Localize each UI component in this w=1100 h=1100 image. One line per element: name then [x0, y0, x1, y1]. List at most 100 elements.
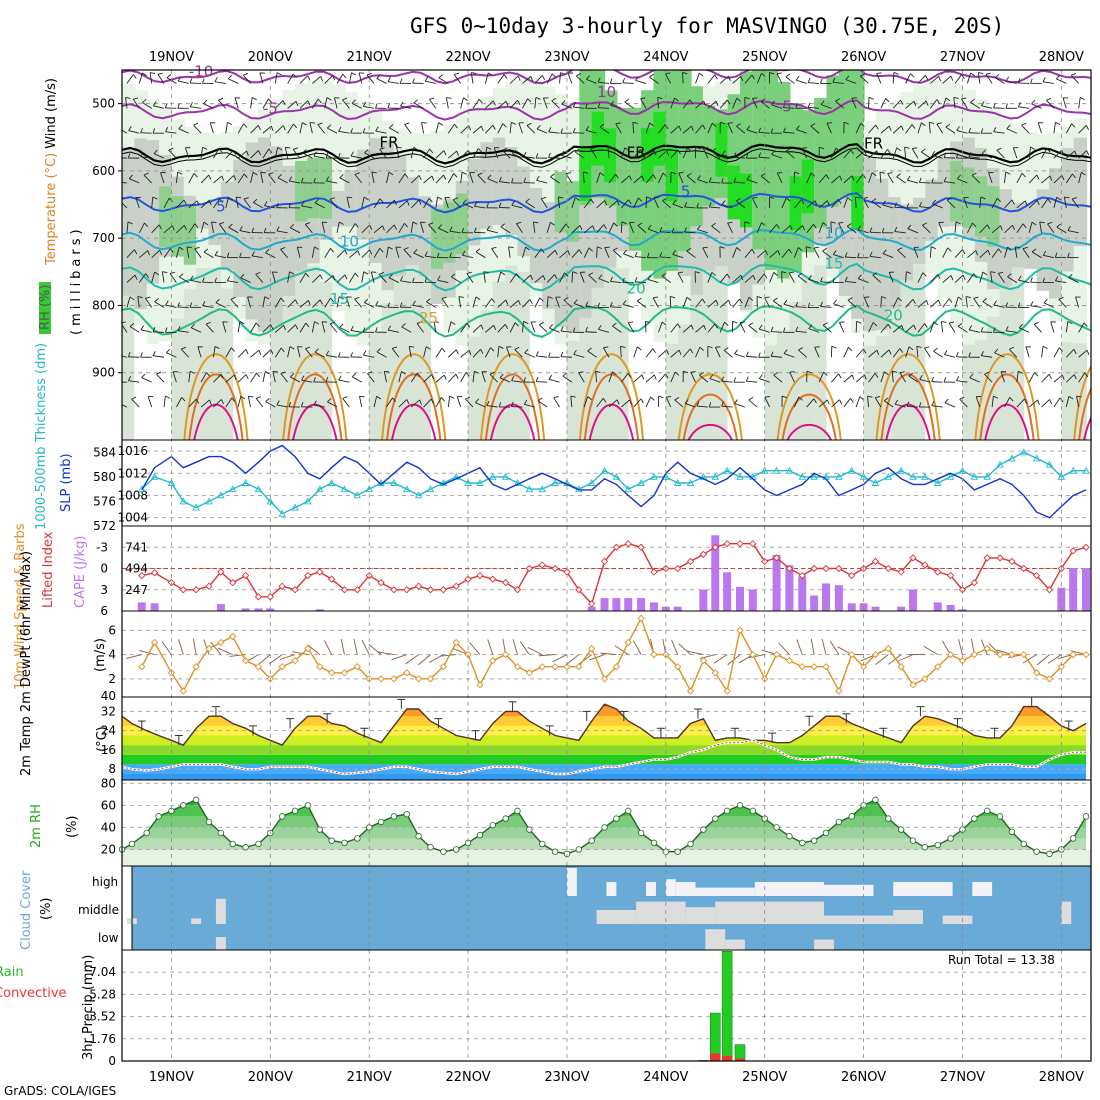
contour-label: 10	[824, 224, 843, 242]
wind-barb	[633, 175, 643, 184]
wind-barb	[177, 80, 189, 84]
wind-barb	[213, 175, 223, 184]
wind-barb-flag	[332, 75, 336, 81]
wind-barb-flag	[998, 248, 1002, 254]
wind-barb-flag	[857, 274, 862, 279]
thickness-point	[513, 479, 522, 486]
wind-barb-flag	[736, 97, 741, 102]
wind-barb-flag	[936, 122, 942, 125]
wind-barb-flag	[677, 271, 683, 274]
thickness-point	[340, 485, 349, 493]
wind-barb-flag	[214, 277, 217, 283]
rh2m-point	[601, 824, 608, 831]
cape-tick: 741	[125, 540, 148, 554]
wind-barb-10m	[1036, 654, 1050, 666]
wind-barb	[237, 173, 245, 184]
wind-barb-flag	[910, 73, 915, 78]
wind-barb	[891, 371, 894, 383]
wind-barb	[578, 372, 585, 383]
wind-barb	[721, 405, 733, 408]
wind-barb-flag	[856, 320, 862, 324]
wind-barb-flag	[337, 153, 341, 159]
surface-temperature-contour	[885, 403, 931, 440]
wind-barb	[911, 148, 919, 159]
rh-cell	[270, 325, 284, 440]
wind-barb	[299, 322, 307, 333]
wind-barb-flag	[162, 271, 168, 274]
wind-speed-point	[785, 657, 794, 665]
wind-barb	[522, 98, 528, 109]
wind-barb-flag	[947, 247, 952, 252]
wind-barb	[523, 182, 535, 184]
wind-barb-flag	[144, 222, 149, 228]
wind-barb-flag	[127, 221, 133, 225]
wind-barb-flag	[986, 224, 991, 230]
wind-barb	[788, 272, 795, 283]
wind-barb	[991, 248, 999, 258]
wind-barb	[346, 197, 350, 209]
wind-barb-flag	[709, 374, 714, 379]
wind-barb	[225, 374, 235, 383]
lifted-index-point	[934, 568, 942, 576]
wind-barb-flag	[666, 349, 669, 355]
wind-barb	[460, 97, 464, 109]
wind-barb-flag	[413, 147, 419, 151]
wind-barb	[608, 371, 613, 383]
wind-barb-flag	[830, 221, 836, 224]
wind-barb	[250, 125, 259, 134]
wind-barb	[1008, 348, 1018, 358]
wind-barb	[1016, 398, 1025, 408]
precip-convective-bar	[734, 1058, 745, 1061]
wind-barb	[732, 274, 742, 283]
wind-barb-flag	[807, 102, 811, 108]
wind-barb	[957, 178, 968, 184]
precip-tick: 5.28	[89, 987, 116, 1001]
wind-barb-flag	[536, 124, 541, 130]
wind-barb	[336, 73, 344, 84]
cloud-cell	[824, 884, 874, 896]
wind-barb-10m	[353, 638, 358, 655]
wind-barb-flag	[789, 225, 793, 231]
wind-barb-flag	[868, 96, 874, 100]
rh-cell	[406, 265, 420, 440]
rh2m-point	[539, 840, 546, 848]
wind-barb	[928, 122, 931, 134]
wind-barb-flag	[280, 297, 285, 303]
thickness-point	[650, 472, 658, 480]
rh2m-point	[192, 796, 200, 804]
cloud-panel	[126, 866, 1091, 950]
wind-barb	[991, 197, 998, 209]
wind-barb-flag	[258, 350, 262, 356]
wind-barb-flag	[307, 300, 311, 306]
wind-barb-flag	[795, 75, 800, 81]
rh-cell	[937, 157, 952, 227]
wind-barb	[929, 321, 935, 333]
rh2m-point	[1033, 848, 1040, 855]
wind-barb	[733, 156, 745, 159]
wind-barb	[658, 349, 667, 358]
wind-barb-10m	[1022, 654, 1037, 664]
wind-barb-flag	[428, 222, 434, 226]
wind-barb-flag	[782, 327, 786, 333]
wind-barb	[1043, 254, 1055, 259]
wind-barb-flag	[736, 197, 741, 202]
wind-barb-flag	[649, 122, 654, 127]
surface-temperature-contour	[183, 353, 249, 440]
wind-barb-flag	[572, 102, 576, 108]
lifted-index-point	[1069, 547, 1077, 555]
wind-barb	[707, 100, 717, 109]
wind-barb-flag	[609, 276, 613, 282]
wind-barb	[922, 224, 931, 234]
rh-cell	[554, 344, 569, 440]
rh-cell	[987, 186, 1001, 247]
wind-barb-flag	[280, 247, 286, 250]
wind-barb-flag	[145, 273, 149, 278]
wind-barb	[669, 296, 672, 308]
rh-cell	[245, 341, 260, 440]
wind-barb-flag	[270, 125, 274, 131]
wind-barb-flag	[1042, 77, 1046, 83]
wind-barb	[420, 222, 425, 233]
wind-barb	[1053, 347, 1060, 358]
wind-barb-flag	[270, 324, 274, 330]
wind-barb-flag	[152, 101, 157, 107]
